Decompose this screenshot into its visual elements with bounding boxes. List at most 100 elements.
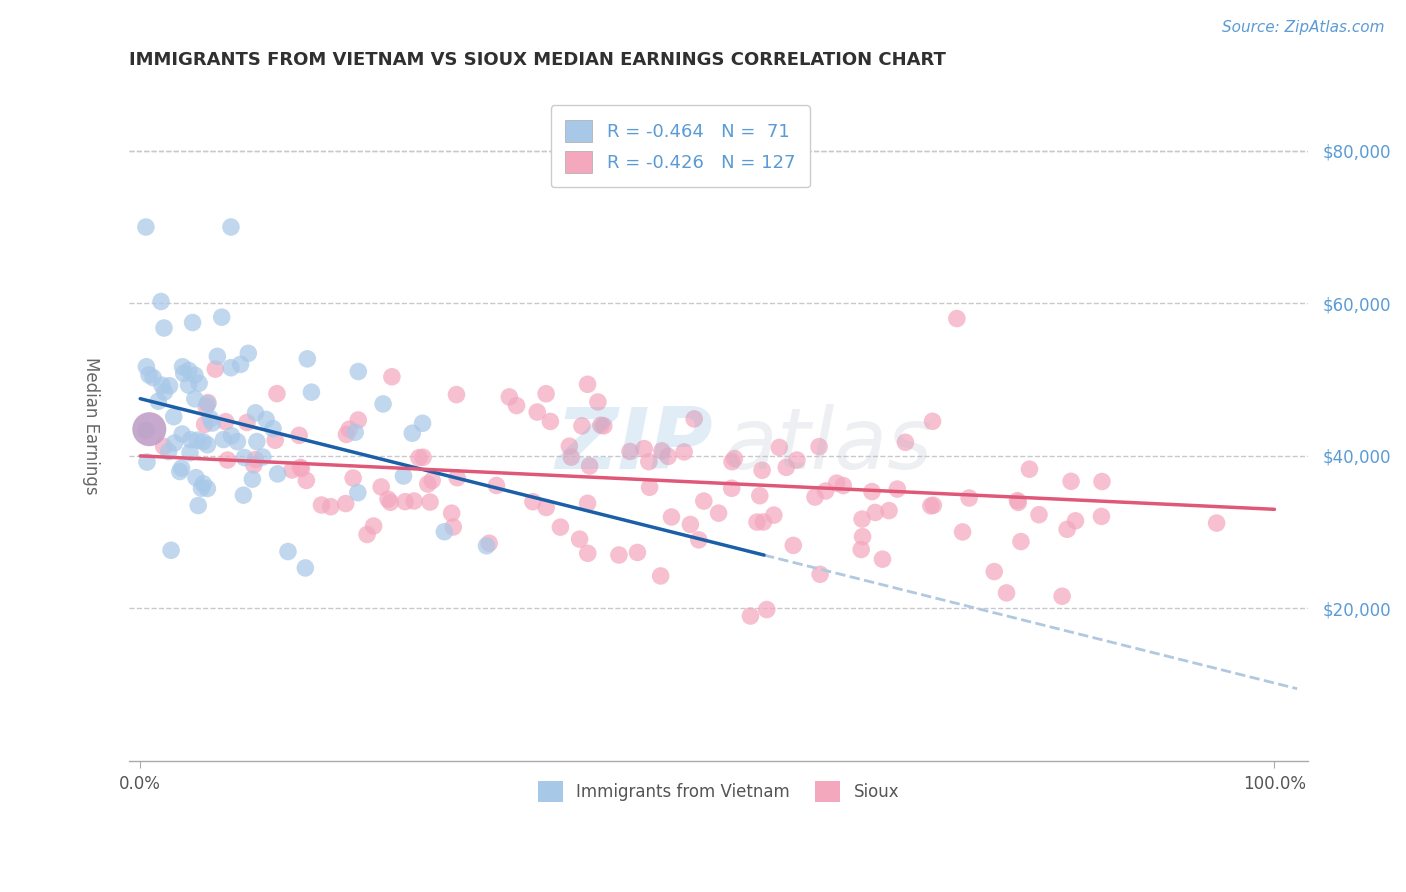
Point	[290, 461, 312, 475]
Point	[311, 498, 333, 512]
Point	[136, 455, 159, 469]
Point	[475, 539, 498, 553]
Point	[184, 368, 207, 383]
Point	[262, 422, 284, 436]
Point	[522, 494, 544, 508]
Point	[252, 450, 274, 464]
Point	[219, 360, 242, 375]
Point	[363, 519, 385, 533]
Point	[229, 358, 252, 372]
Point	[404, 494, 426, 508]
Point	[153, 321, 176, 335]
Point	[212, 433, 235, 447]
Point	[135, 359, 157, 374]
Point	[1028, 508, 1050, 522]
Point	[335, 427, 357, 442]
Point	[921, 414, 943, 428]
Point	[180, 433, 202, 447]
Point	[419, 495, 441, 509]
Point	[808, 440, 831, 454]
Point	[342, 471, 364, 485]
Point	[637, 455, 659, 469]
Point	[148, 394, 170, 409]
Point	[720, 481, 742, 495]
Point	[808, 567, 831, 582]
Point	[1007, 495, 1029, 509]
Point	[243, 458, 266, 472]
Point	[172, 359, 194, 374]
Point	[877, 503, 900, 517]
Point	[723, 451, 745, 466]
Point	[160, 543, 183, 558]
Point	[150, 294, 173, 309]
Point	[886, 482, 908, 496]
Point	[832, 478, 855, 492]
Point	[169, 465, 191, 479]
Point	[142, 370, 165, 384]
Point	[337, 422, 360, 436]
Point	[441, 520, 464, 534]
Point	[412, 417, 434, 431]
Point	[952, 524, 974, 539]
Point	[181, 316, 204, 330]
Point	[775, 460, 797, 475]
Point	[200, 411, 222, 425]
Point	[295, 474, 318, 488]
Point	[191, 434, 214, 449]
Point	[412, 450, 434, 465]
Point	[485, 478, 508, 492]
Point	[381, 369, 404, 384]
Point	[782, 538, 804, 552]
Point	[197, 397, 219, 411]
Point	[1056, 522, 1078, 536]
Point	[173, 367, 195, 381]
Point	[1050, 589, 1073, 603]
Point	[526, 405, 548, 419]
Point	[294, 561, 316, 575]
Point	[762, 508, 785, 522]
Point	[172, 427, 194, 442]
Point	[214, 415, 236, 429]
Point	[138, 368, 160, 382]
Point	[236, 416, 259, 430]
Point	[370, 480, 392, 494]
Point	[745, 515, 768, 529]
Point	[416, 477, 439, 491]
Text: IMMIGRANTS FROM VIETNAM VS SIOUX MEDIAN EARNINGS CORRELATION CHART: IMMIGRANTS FROM VIETNAM VS SIOUX MEDIAN …	[129, 51, 946, 69]
Point	[170, 461, 193, 475]
Point	[392, 469, 415, 483]
Point	[232, 488, 254, 502]
Point	[446, 471, 468, 485]
Point	[254, 412, 277, 426]
Point	[240, 472, 263, 486]
Point	[578, 458, 600, 473]
Point	[281, 463, 304, 477]
Point	[335, 497, 357, 511]
Text: Source: ZipAtlas.com: Source: ZipAtlas.com	[1222, 20, 1385, 35]
Point	[401, 426, 423, 441]
Text: atlas: atlas	[724, 404, 932, 487]
Legend: Immigrants from Vietnam, Sioux: Immigrants from Vietnam, Sioux	[526, 770, 911, 814]
Point	[371, 397, 394, 411]
Point	[177, 363, 200, 377]
Point	[377, 492, 399, 507]
Point	[651, 444, 673, 458]
Point	[688, 533, 710, 547]
Point	[184, 392, 207, 406]
Point	[245, 452, 267, 467]
Point	[721, 455, 744, 469]
Point	[264, 434, 287, 448]
Point	[814, 483, 837, 498]
Point	[920, 499, 942, 513]
Point	[184, 470, 207, 484]
Point	[152, 440, 174, 454]
Point	[661, 510, 683, 524]
Point	[860, 484, 883, 499]
Point	[1018, 462, 1040, 476]
Point	[619, 444, 641, 458]
Point	[1091, 475, 1114, 489]
Point	[589, 418, 612, 433]
Point	[851, 512, 873, 526]
Point	[679, 517, 702, 532]
Point	[607, 548, 630, 562]
